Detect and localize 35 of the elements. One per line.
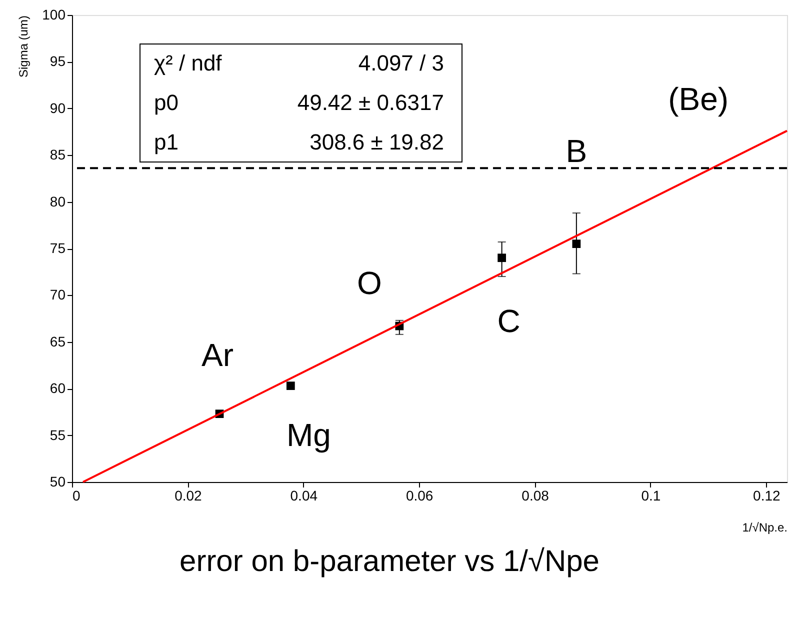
x-tick-label: 0.02 — [174, 488, 202, 504]
y-axis-title: Sigma (um) — [16, 16, 30, 78]
y-tick-label: 65 — [50, 333, 66, 350]
annotation: 308.6 ± 19.82 — [310, 129, 444, 154]
annotation: Ar — [202, 336, 234, 373]
annotation: p0 — [154, 90, 178, 115]
text: error on b-parameter vs 1/√Npe — [180, 545, 600, 578]
y-tick-label: 70 — [50, 286, 66, 303]
y-tick-label: 95 — [50, 53, 66, 70]
x-axis-title: 1/√Np.e. — [742, 520, 788, 534]
y-tick-label: 55 — [50, 426, 66, 443]
annotation: C — [497, 302, 520, 339]
y-tick-label: 75 — [50, 240, 66, 256]
y-tick-label: 100 — [42, 6, 66, 22]
x-tick-label: 0.08 — [522, 488, 550, 504]
annotation: χ² / ndf — [154, 50, 223, 76]
annotation: O — [356, 265, 382, 302]
annotation: (Be) — [668, 81, 729, 118]
x-tick-label: 0 — [72, 488, 80, 504]
y-tick-label: 50 — [50, 474, 66, 490]
y-tick-label: 90 — [50, 100, 66, 116]
x-tick-label: 0.06 — [406, 488, 434, 504]
x-tick-label: 0.1 — [641, 488, 661, 504]
annotation: p1 — [154, 129, 178, 154]
x-tick-label: 0.12 — [753, 488, 781, 504]
annotation: Mg — [286, 416, 331, 453]
point — [498, 254, 506, 262]
annotation: 4.097 / 3 — [358, 50, 444, 76]
y-tick-label: 60 — [50, 380, 66, 396]
annotation: B — [566, 132, 588, 169]
x-tick-label: 0.04 — [290, 488, 318, 504]
y-tick-label: 85 — [50, 146, 66, 163]
point — [286, 382, 295, 390]
y-tick-label: 80 — [50, 193, 66, 210]
annotation: 49.42 ± 0.6317 — [297, 90, 444, 115]
